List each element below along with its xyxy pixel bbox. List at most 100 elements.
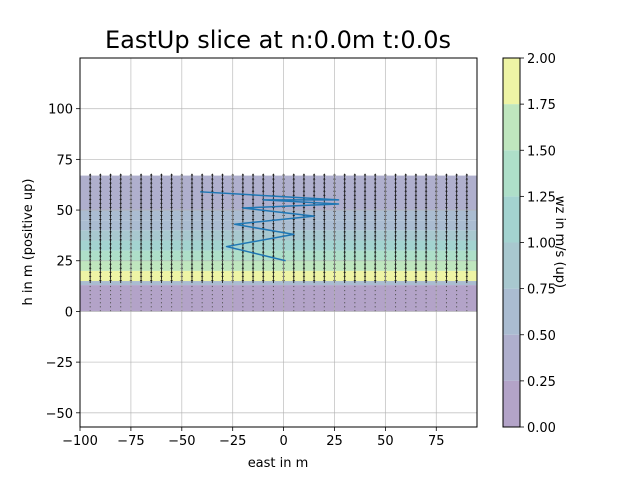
quiver-head <box>241 246 245 249</box>
quiver-head <box>170 266 173 269</box>
quiver-dot <box>110 306 112 308</box>
quiver-head <box>404 201 408 204</box>
quiver-head <box>221 197 224 200</box>
quiver-head <box>353 185 357 188</box>
quiver-head <box>302 185 306 188</box>
quiver-head <box>323 226 326 229</box>
quiver-dot <box>222 310 224 312</box>
quiver-head <box>373 205 377 208</box>
quiver-head <box>160 266 163 269</box>
quiver-head <box>424 274 428 277</box>
quiver-head <box>109 254 112 257</box>
quiver-dot <box>262 310 264 312</box>
quiver-head <box>261 234 265 237</box>
quiver-head <box>190 218 194 221</box>
quiver-head <box>272 222 275 225</box>
quiver-head <box>302 250 306 253</box>
quiver-dot <box>150 285 152 288</box>
quiver-head <box>119 173 123 176</box>
quiver-dot <box>313 285 315 288</box>
quiver-head <box>445 230 448 233</box>
quiver-head <box>109 246 112 249</box>
contour-band-7 <box>80 220 477 231</box>
quiver-head <box>139 226 143 229</box>
quiver-dot <box>272 298 274 300</box>
quiver-dot <box>140 285 142 288</box>
quiver-head <box>88 222 92 225</box>
quiver-head <box>363 254 367 257</box>
quiver-head <box>363 197 367 200</box>
quiver-head <box>149 189 153 192</box>
quiver-dot <box>120 310 122 312</box>
quiver-head <box>312 266 316 269</box>
quiver-head <box>109 274 112 277</box>
quiver-head <box>323 213 326 216</box>
quiver-dot <box>415 302 417 304</box>
quiver-head <box>323 234 326 237</box>
quiver-head <box>424 209 428 212</box>
quiver-head <box>149 185 153 188</box>
quiver-head <box>302 262 306 265</box>
quiver-head <box>272 213 275 216</box>
quiver-head <box>211 262 214 265</box>
quiver-dot <box>323 306 325 308</box>
quiver-head <box>88 181 92 184</box>
quiver-head <box>292 193 296 196</box>
quiver-head <box>394 274 397 277</box>
quiver-head <box>394 173 397 176</box>
quiver-head <box>139 173 143 176</box>
quiver-head <box>200 246 204 249</box>
quiver-head <box>139 189 143 192</box>
quiver-head <box>109 270 112 273</box>
quiver-dot <box>303 306 305 308</box>
quiver-head <box>394 201 397 204</box>
quiver-head <box>261 181 265 184</box>
quiver-head <box>160 242 163 245</box>
quiver-head <box>394 205 397 208</box>
quiver-head <box>343 262 346 265</box>
colorbar-tick-label: 1.50 <box>527 144 556 159</box>
quiver-head <box>414 250 418 253</box>
quiver-head <box>261 173 265 176</box>
quiver-head <box>373 238 377 241</box>
quiver-head <box>445 218 448 221</box>
quiver-head <box>455 213 458 216</box>
quiver-head <box>445 201 448 204</box>
quiver-head <box>160 230 163 233</box>
quiver-dot <box>262 285 264 288</box>
quiver-head <box>160 278 163 281</box>
quiver-head <box>455 205 458 208</box>
quiver-dot <box>160 302 162 304</box>
quiver-dot <box>110 294 112 296</box>
quiver-head <box>465 181 469 184</box>
quiver-head <box>312 242 316 245</box>
quiver-head <box>353 181 357 184</box>
quiver-head <box>353 177 357 180</box>
quiver-head <box>292 213 296 216</box>
quiver-head <box>394 197 397 200</box>
quiver-head <box>221 242 224 245</box>
quiver-dot <box>99 294 101 296</box>
quiver-head <box>261 230 265 233</box>
quiver-head <box>119 218 123 221</box>
quiver-head <box>149 246 153 249</box>
quiver-head <box>302 254 306 257</box>
quiver-head <box>455 238 458 241</box>
quiver-head <box>241 177 245 180</box>
quiver-head <box>139 242 143 245</box>
quiver-head <box>343 189 346 192</box>
quiver-head <box>323 254 326 257</box>
quiver-head <box>353 218 357 221</box>
quiver-head <box>363 242 367 245</box>
quiver-head <box>302 189 306 192</box>
quiver-dot <box>364 306 366 308</box>
quiver-head <box>241 213 245 216</box>
quiver-head <box>445 242 448 245</box>
quiver-head <box>445 278 448 281</box>
quiver-head <box>170 197 173 200</box>
quiver-head <box>455 226 458 229</box>
y-tick-label: −50 <box>46 407 73 422</box>
quiver-head <box>272 238 275 241</box>
quiver-head <box>272 262 275 265</box>
quiver-head <box>251 266 255 269</box>
